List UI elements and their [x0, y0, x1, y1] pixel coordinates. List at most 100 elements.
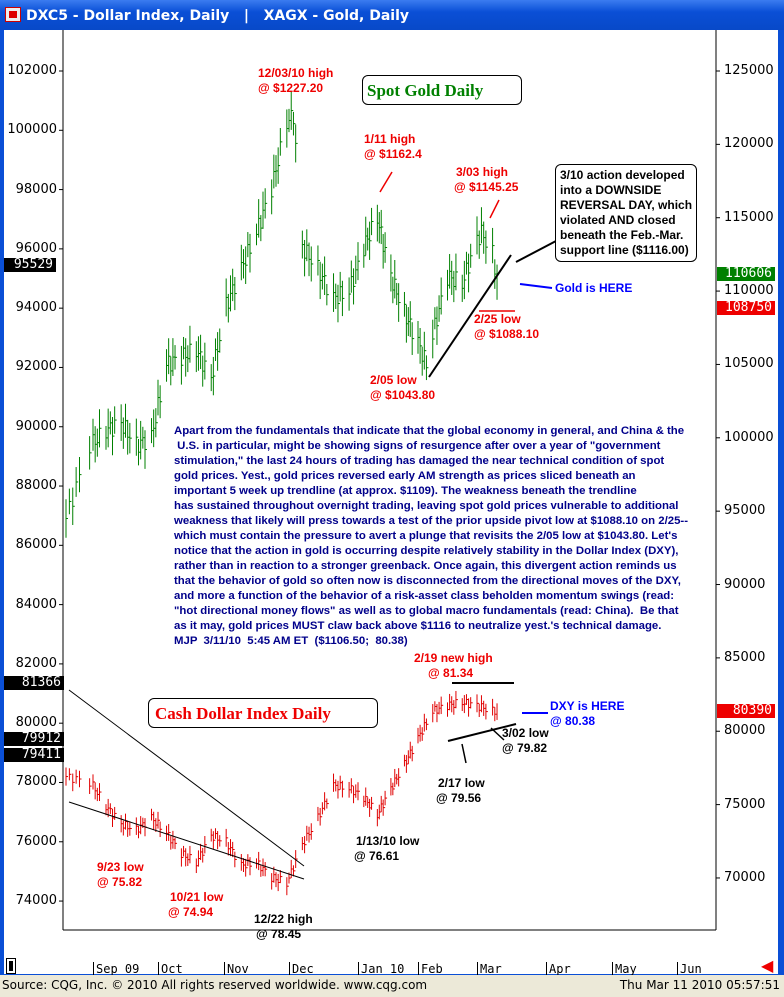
window-title: DXC5 - Dollar Index, Daily | XAGX - Gold…	[0, 0, 784, 30]
left-tick-label: 82000	[15, 655, 57, 671]
dollar-downtrend	[68, 689, 305, 867]
source-text: Source: CQG, Inc. © 2010 All rights rese…	[2, 978, 428, 992]
gold-callout-box: 3/10 action developed into a DOWNSIDE RE…	[555, 164, 697, 262]
x-tick-label: May	[612, 962, 637, 976]
gold-last-tag: 110606	[717, 267, 775, 281]
dxy-feb17-low-value: @ 79.56	[436, 791, 482, 805]
left-tick-label: 92000	[15, 359, 57, 375]
gold-here-arrow	[519, 283, 553, 289]
left-tick-label: 78000	[15, 774, 57, 790]
gold-dec-high-value: @ $1227.20	[258, 81, 324, 95]
right-tick-label: 95000	[724, 503, 766, 519]
left-tick-label: 98000	[15, 181, 57, 197]
dxy-mar02-low-label: 3/02 low	[502, 726, 549, 740]
dxy-tag: 79912	[4, 732, 64, 746]
dxy-jan13-low-value: @ 76.61	[354, 849, 400, 863]
right-tick-label: 110000	[724, 283, 774, 299]
dxy-dec22-high-value: @ 78.45	[256, 927, 302, 941]
dxy-tag: 81366	[4, 676, 64, 690]
right-tick-label: 75000	[724, 796, 766, 812]
left-tick-label: 94000	[15, 300, 57, 316]
dxy-tag: 79411	[4, 748, 64, 762]
dxy-sep23-low-value: @ 75.82	[97, 875, 143, 889]
gold-dec-high-label: 12/03/10 high	[258, 66, 334, 80]
gold-feb25-low-value: @ $1088.10	[474, 327, 540, 341]
pointer-line	[461, 743, 467, 764]
pointer-line	[489, 199, 500, 219]
dollar-chart-title: Cash Dollar Index Daily	[155, 704, 331, 723]
gold-chart-title: Spot Gold Daily	[367, 81, 484, 100]
gold-feb25-low-label: 2/25 low	[474, 312, 521, 326]
callout-line: 3/10 action developed	[560, 168, 685, 182]
pointer-line	[379, 171, 393, 193]
gold-chart-title-box: Spot Gold Daily	[362, 75, 522, 105]
status-bar: Source: CQG, Inc. © 2010 All rights rese…	[0, 975, 784, 997]
dxy-sep23-low-label: 9/23 low	[97, 860, 144, 874]
dxy-here-label: DXY is HERE	[550, 699, 625, 713]
left-tick-label: 80000	[15, 715, 57, 731]
right-tick-label: 120000	[724, 136, 774, 152]
dollar-chart-title-box: Cash Dollar Index Daily	[148, 698, 378, 728]
right-tick-label: 85000	[724, 649, 766, 665]
dxy-support-line	[447, 723, 517, 742]
dxy-dec22-high-label: 12/22 high	[254, 912, 313, 926]
left-tick-label: 84000	[15, 596, 57, 612]
x-tick-label: Apr	[546, 962, 571, 976]
gold-here-label: Gold is HERE	[555, 281, 633, 295]
left-tick-label: 86000	[15, 537, 57, 553]
dxy-here-value: @ 80.38	[550, 714, 596, 728]
app-icon	[5, 7, 21, 22]
gold-jan-high-label: 1/11 high	[364, 132, 416, 146]
callout-line: support line ($1116.00)	[560, 243, 689, 257]
callout-line: into a DOWNSIDE	[560, 183, 662, 197]
x-tick-label: Mar	[477, 962, 502, 976]
price-chart	[59, 30, 720, 931]
pointer-line	[490, 727, 505, 741]
dxy-oct21-low-label: 10/21 low	[170, 890, 224, 904]
right-tick-label: 125000	[724, 63, 774, 78]
gold-feb5-low-label: 2/05 low	[370, 373, 417, 387]
dxy-feb17-low-label: 2/17 low	[438, 776, 485, 790]
right-tick-label: 100000	[724, 429, 774, 445]
gold-support-tag: 108750	[717, 301, 775, 315]
left-tick-label: 74000	[15, 893, 57, 909]
x-tick-label: Sep 09	[93, 962, 139, 976]
right-tick-label: 80000	[724, 723, 766, 739]
left-tick-label: 76000	[15, 833, 57, 849]
right-tick-label: 70000	[724, 869, 766, 885]
dxy-oct21-low-value: @ 74.94	[168, 905, 214, 919]
callout-line: violated AND closed	[560, 213, 676, 227]
scroll-left-arrow-icon[interactable]: ◀	[761, 958, 774, 975]
dxy-mar02-low-value: @ 79.82	[502, 741, 548, 755]
x-tick-label: Nov	[224, 962, 249, 976]
callout-arrow	[515, 240, 557, 263]
scroll-handle[interactable]	[6, 958, 16, 974]
callout-line: beneath the Feb.-Mar.	[560, 228, 684, 242]
left-tick-label: 100000	[7, 122, 57, 138]
x-tick-label: Feb	[418, 962, 443, 976]
left-tick-label: 88000	[15, 478, 57, 494]
dollar-lower-trend	[68, 801, 305, 880]
x-tick-label: Jan 10	[358, 962, 404, 976]
left-tick-label: 102000	[7, 63, 57, 78]
gold-mar-high-label: 3/03 high	[456, 165, 509, 179]
left-tick-label: 90000	[15, 418, 57, 434]
right-tick-label: 115000	[724, 209, 774, 225]
x-tick-label: Oct	[158, 962, 183, 976]
chart-area[interactable]: 102000 100000 98000 96000 94000 92000 90000 880…	[4, 30, 778, 976]
timestamp: Thu Mar 11 2010 05:57:51	[619, 978, 780, 992]
dxy-jan13-low-label: 1/13/10 low	[356, 834, 420, 848]
dxy-last-tag: 80390	[717, 704, 775, 718]
right-tick-label: 105000	[724, 356, 774, 372]
dxy-feb19-high-value: @ 81.34	[428, 666, 474, 680]
right-tick-label: 90000	[724, 576, 766, 592]
gold-mar-high-value: @ $1145.25	[454, 180, 519, 194]
callout-line: REVERSAL DAY, which	[560, 198, 693, 212]
gold-trendline	[428, 254, 512, 378]
dxy-feb19-high-label: 2/19 new high	[414, 651, 493, 665]
dxy-tag: 95529	[4, 258, 56, 272]
commentary-text: Apart from the fundamentals that indicat…	[174, 425, 689, 647]
gold-jan-high-value: @ $1162.4	[364, 147, 422, 161]
x-tick-label: Dec	[289, 962, 314, 976]
gold-feb5-low-value: @ $1043.80	[370, 388, 436, 402]
